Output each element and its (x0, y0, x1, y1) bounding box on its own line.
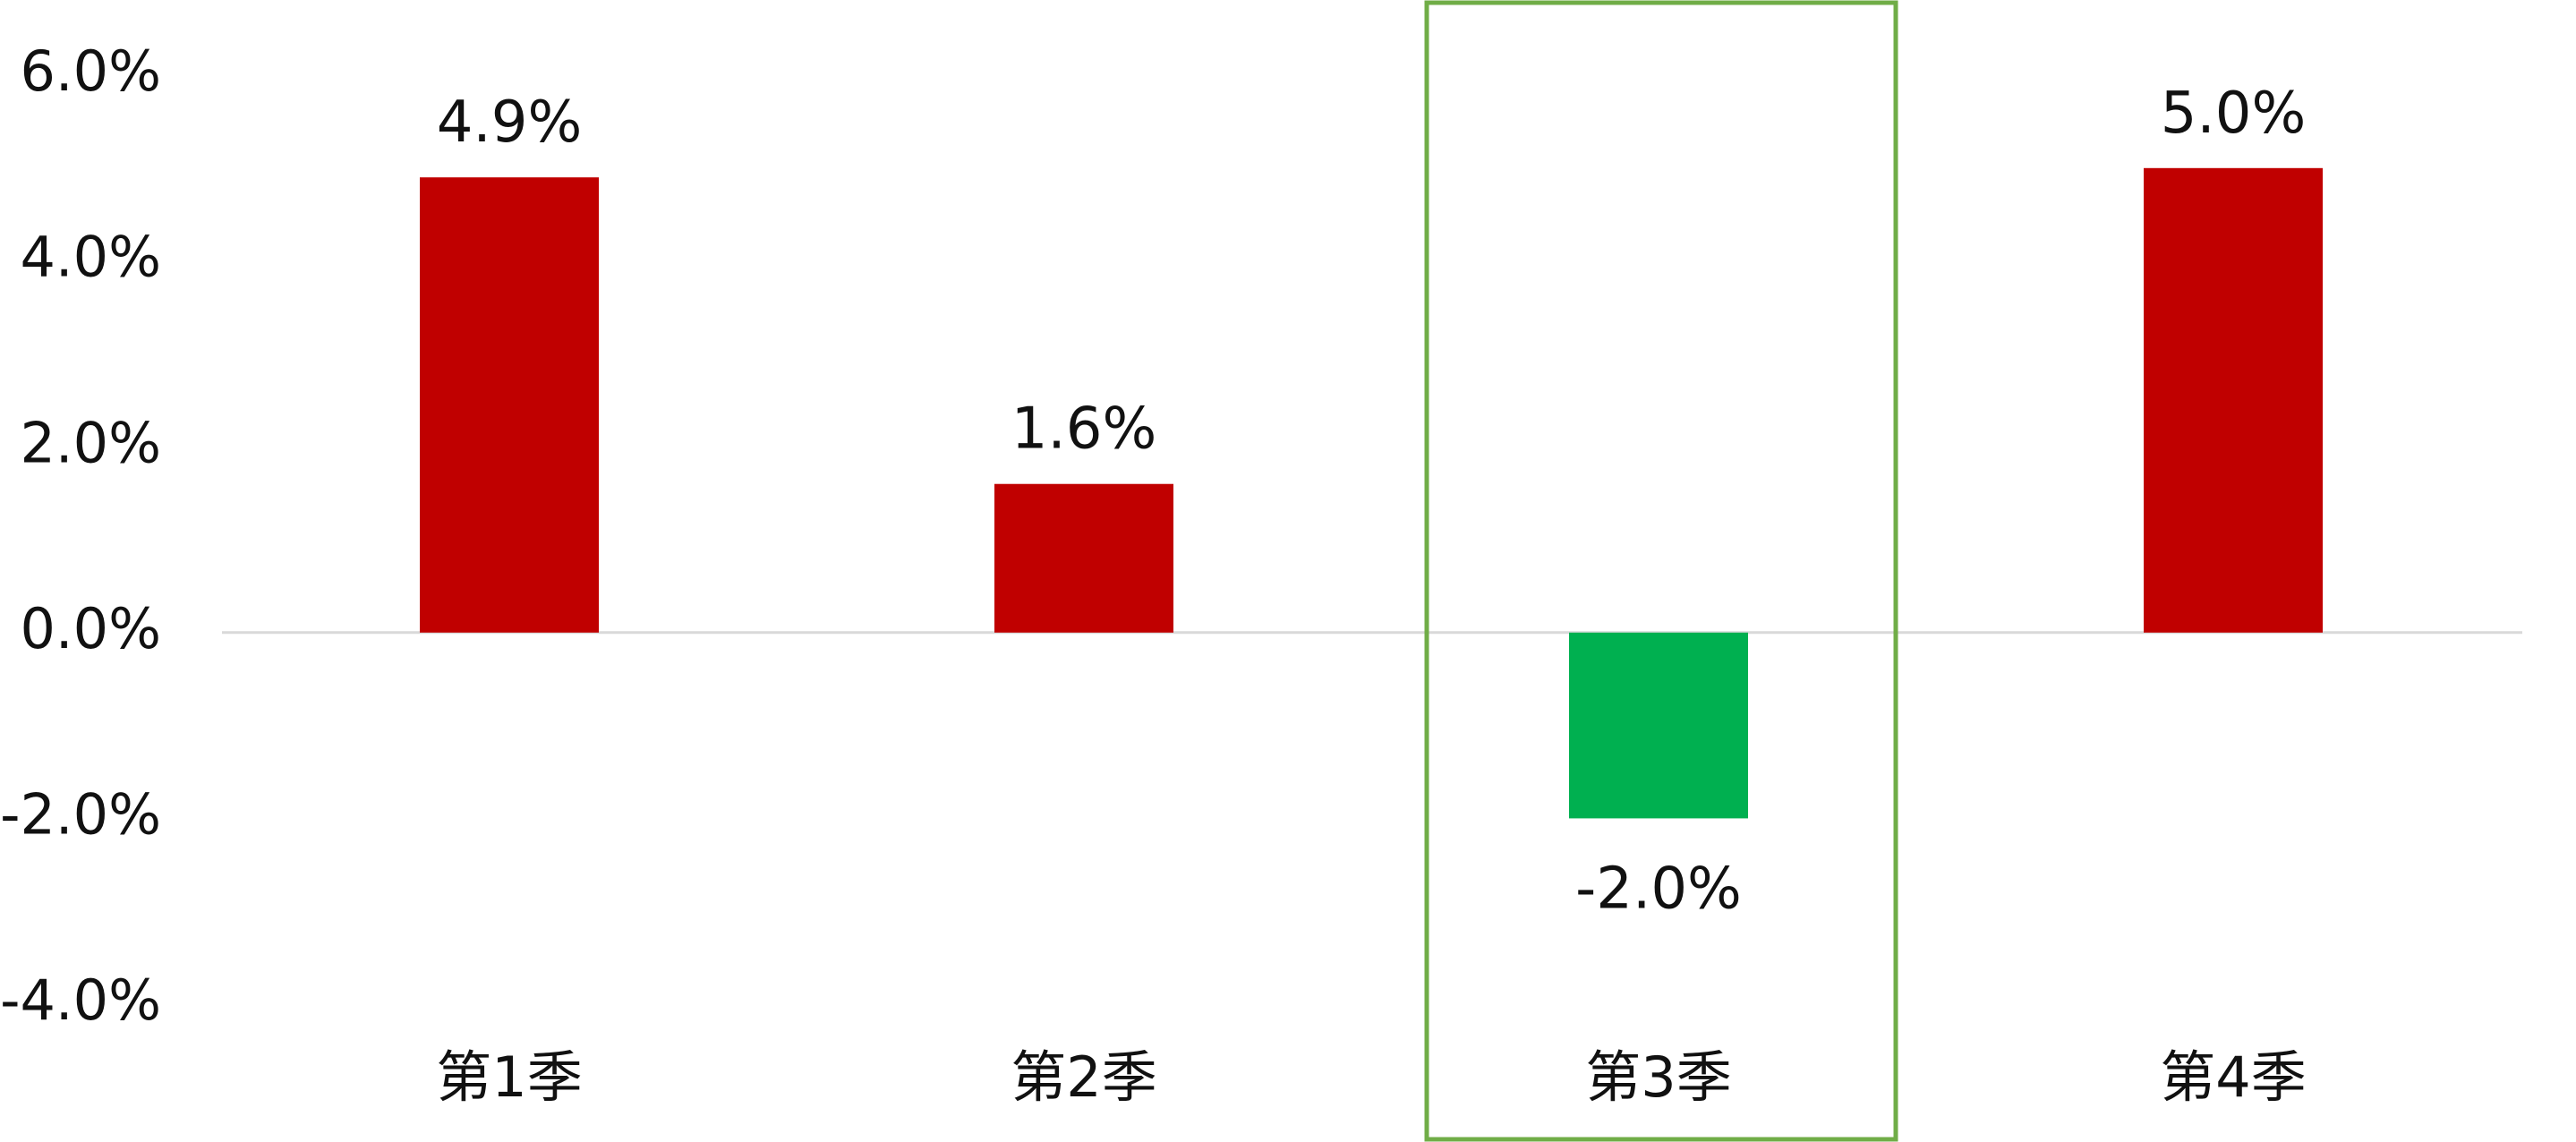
data-label-2: 1.6% (1011, 396, 1157, 463)
category-label-3: 第3季 (1585, 1044, 1731, 1110)
category-labels-group: 第1季 第2季 第3季 第4季 (436, 1044, 2306, 1110)
y-tick-label: 0.0% (20, 596, 161, 661)
data-labels-group: 4.9% 1.6% -2.0% 5.0% (437, 81, 2307, 923)
bar-1 (420, 177, 599, 633)
category-label-2: 第2季 (1011, 1044, 1156, 1110)
y-tick-label: 6.0% (20, 38, 161, 104)
bars-group (420, 167, 2323, 819)
category-label-1: 第1季 (436, 1044, 582, 1110)
y-tick-label: -2.0% (0, 781, 161, 847)
y-tick-label: 4.0% (20, 225, 161, 290)
data-label-1: 4.9% (437, 89, 583, 156)
bar-2 (994, 483, 1173, 633)
data-label-4: 5.0% (2161, 81, 2307, 147)
highlight-box-q3 (1424, 0, 1898, 1142)
bar-3 (1569, 632, 1748, 819)
category-label-4: 第4季 (2160, 1044, 2306, 1110)
bar-4 (2144, 167, 2323, 633)
y-tick-label: -4.0% (0, 967, 161, 1033)
data-label-3: -2.0% (1575, 856, 1742, 922)
y-tick-label: 2.0% (20, 410, 161, 475)
y-axis-tick-labels: 6.0% 4.0% 2.0% 0.0% -2.0% -4.0% (0, 38, 161, 1033)
